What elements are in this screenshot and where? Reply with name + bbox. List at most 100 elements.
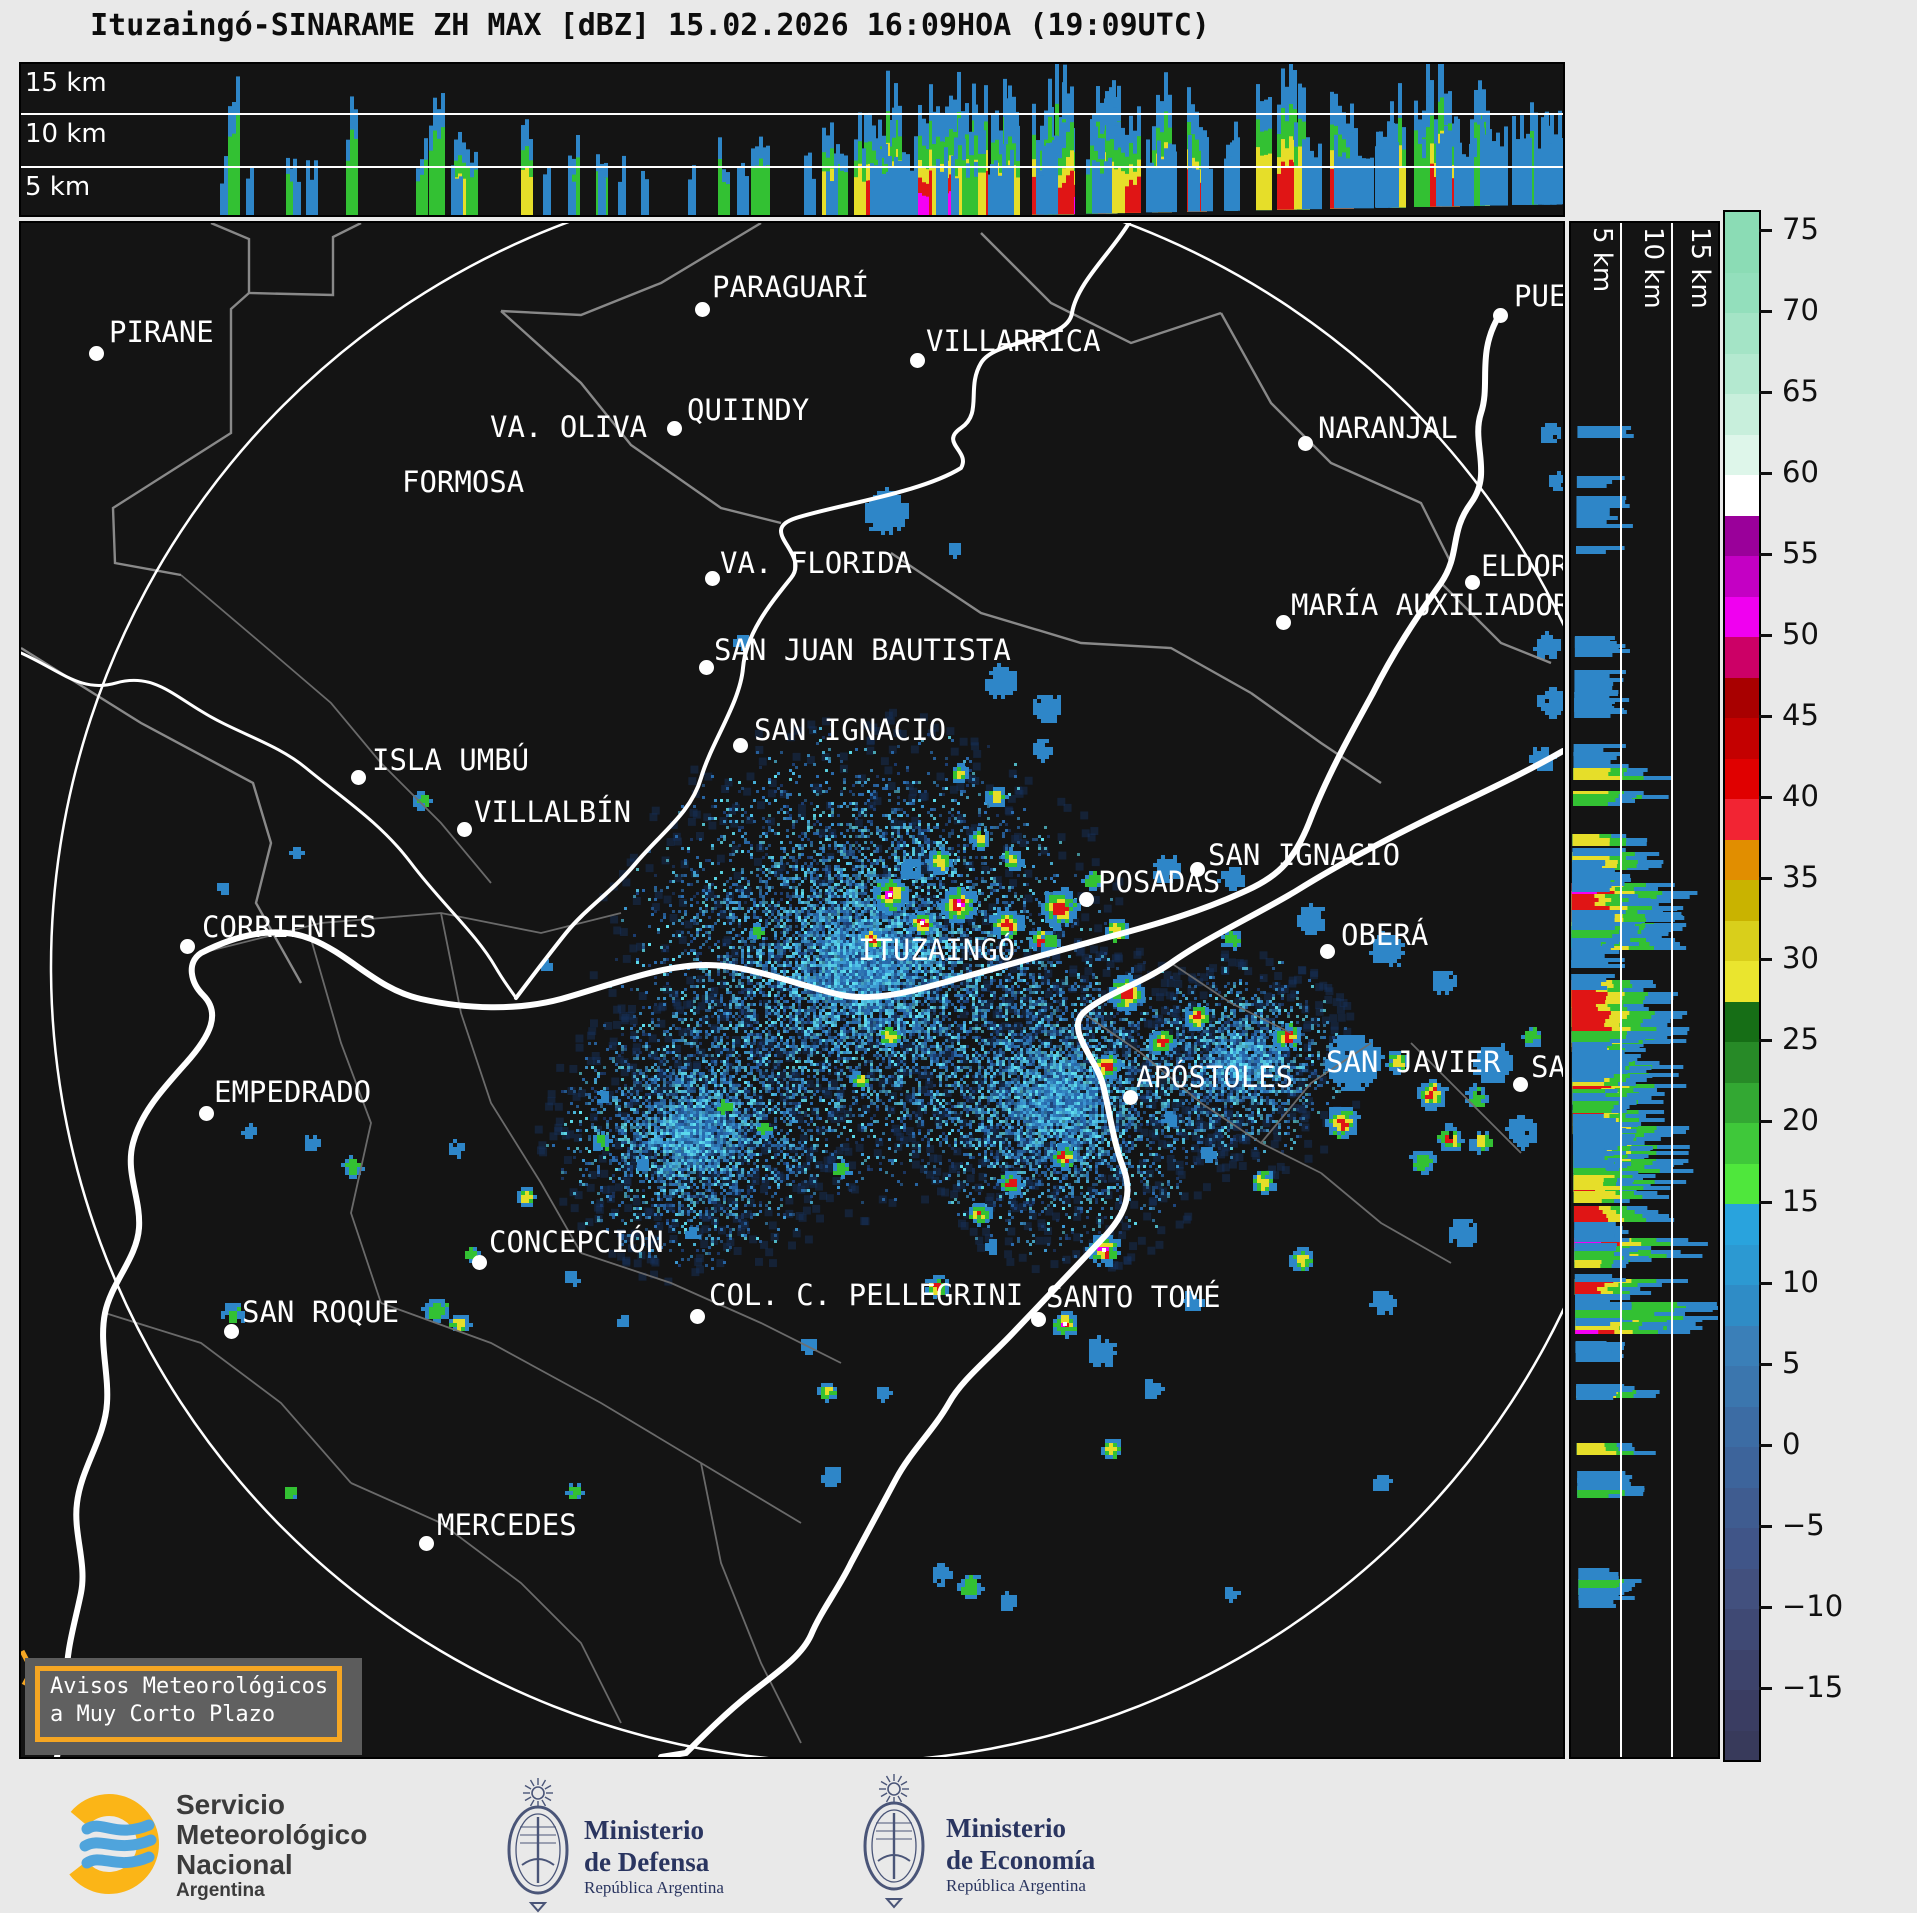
colorbar-band: [1725, 232, 1759, 273]
defensa-wordmark: Ministerio de Defensa República Argentin…: [584, 1814, 724, 1898]
city-label: MERCEDES: [437, 1508, 577, 1542]
top-label-5km: 5 km: [25, 172, 91, 202]
defensa-line2: de Defensa: [584, 1847, 710, 1877]
colorbar-band: [1725, 1244, 1759, 1285]
city-label: EMPEDRADO: [214, 1075, 372, 1109]
page-title: Ituzaingó-SINARAME ZH MAX [dBZ] 15.02.20…: [90, 8, 1210, 43]
city-label: SAN: [1531, 1050, 1565, 1084]
colorbar-tick-label: 15: [1782, 1184, 1819, 1218]
colorbar-tick: [1759, 391, 1772, 394]
colorbar-tick: [1759, 877, 1772, 880]
colorbar-band: [1725, 1447, 1759, 1488]
economia-wordmark: Ministerio de Economía República Argenti…: [946, 1812, 1095, 1896]
colorbar-tick-label: 65: [1782, 374, 1819, 408]
colorbar-tick-label: 50: [1782, 617, 1819, 651]
colorbar-band: [1725, 920, 1759, 961]
colorbar-band: [1725, 799, 1759, 840]
warning-notice-line2: a Muy Corto Plazo: [50, 1702, 276, 1727]
city-dot: [695, 302, 710, 317]
city-dot: [1079, 892, 1094, 907]
radar-range-ring: [49, 223, 1563, 1757]
colorbar-tick-label: 10: [1782, 1265, 1819, 1299]
city-label: SANTO TOMÉ: [1046, 1280, 1221, 1314]
colorbar-band: [1725, 556, 1759, 597]
smn-line2: Meteorológico: [176, 1819, 368, 1850]
city-dot: [1123, 1090, 1138, 1105]
colorbar-tick: [1759, 472, 1772, 475]
colorbar-band: [1725, 637, 1759, 678]
colorbar-band: [1725, 212, 1759, 232]
colorbar-tick: [1759, 1606, 1772, 1609]
economia-line2: de Economía: [946, 1845, 1096, 1875]
city-label: PIRANE: [109, 315, 214, 349]
colorbar-tick-label: −15: [1782, 1670, 1844, 1704]
colorbar-band: [1725, 677, 1759, 718]
city-dot: [705, 571, 720, 586]
colorbar-band: [1725, 434, 1759, 475]
city-label: ELDORADO: [1481, 549, 1563, 583]
warning-notice-line1: Avisos Meteorológicos: [50, 1674, 329, 1699]
colorbar-band: [1725, 1001, 1759, 1042]
colorbar-tick-label: −10: [1782, 1589, 1844, 1623]
colorbar-band: [1725, 1649, 1759, 1690]
right-label-15km: 15 km: [1685, 227, 1715, 309]
colorbar-band: [1725, 718, 1759, 759]
colorbar-band: [1725, 475, 1759, 516]
smn-line1: Servicio: [176, 1789, 285, 1820]
top-5km-line: [21, 166, 1563, 168]
city-dot: [224, 1324, 239, 1339]
colorbar-tick: [1759, 715, 1772, 718]
city-dot: [1465, 575, 1480, 590]
city-label: QUIINDY: [687, 393, 810, 427]
colorbar-band: [1725, 1406, 1759, 1447]
city-dot: [1031, 1312, 1046, 1327]
warning-notice-panel: Avisos Meteorológicos a Muy Corto Plazo: [25, 1658, 362, 1755]
emblem-sun-rays: [523, 1778, 553, 1808]
altitude-cross-section-top: 15 km 10 km 5 km: [19, 62, 1565, 217]
colorbar-tick: [1759, 958, 1772, 961]
top-10km-line: [21, 113, 1563, 115]
colorbar-tick: [1759, 1687, 1772, 1690]
city-label: SAN JAVIER: [1326, 1045, 1501, 1079]
river-parana: [54, 311, 1503, 1757]
city-label: CORRIENTES: [202, 910, 377, 944]
colorbar-tick: [1759, 310, 1772, 313]
emblem-sun-rays: [879, 1774, 909, 1804]
altitude-cross-section-right: 5 km 10 km 15 km: [1569, 221, 1720, 1759]
colorbar-band: [1725, 1487, 1759, 1528]
city-dot: [180, 939, 195, 954]
colorbar-band: [1725, 758, 1759, 799]
city-dot: [1513, 1077, 1528, 1092]
top-cross-section-canvas: [21, 64, 1563, 215]
colorbar-band: [1725, 1042, 1759, 1083]
colorbar-tick: [1759, 229, 1772, 232]
colorbar-tick: [1759, 1363, 1772, 1366]
colorbar-tick-label: 30: [1782, 941, 1819, 975]
province-borders: [21, 223, 1552, 984]
colorbar-band: [1725, 596, 1759, 637]
city-dot: [1276, 615, 1291, 630]
colorbar-tick: [1759, 1282, 1772, 1285]
top-label-15km: 15 km: [25, 68, 107, 98]
city-dot: [89, 346, 104, 361]
city-label: OBERÁ: [1341, 918, 1429, 952]
colorbar-tick: [1759, 1444, 1772, 1447]
right-label-10km: 10 km: [1638, 227, 1668, 309]
city-dot: [1320, 944, 1335, 959]
radar-map: PIRANE PARAGUARÍ VILLARRICA QUIINDY VA. OLIV…: [19, 221, 1565, 1759]
city-label: MARÍA AUXILIADORA: [1291, 588, 1565, 622]
city-label: SAN JUAN BAUTISTA: [714, 633, 1011, 667]
colorbar-tick: [1759, 1120, 1772, 1123]
city-dot: [419, 1536, 434, 1551]
right-cross-section-canvas: [1571, 223, 1718, 1757]
colorbar-band: [1725, 880, 1759, 921]
defensa-line1: Ministerio: [584, 1815, 704, 1845]
colorbar-band: [1725, 1123, 1759, 1164]
colorbar-tick: [1759, 1039, 1772, 1042]
colorbar-tick: [1759, 1201, 1772, 1204]
city-dot: [1298, 436, 1313, 451]
city-label: FORMOSA: [402, 465, 525, 499]
city-dot: [351, 770, 366, 785]
colorbar-tick-label: 20: [1782, 1103, 1819, 1137]
